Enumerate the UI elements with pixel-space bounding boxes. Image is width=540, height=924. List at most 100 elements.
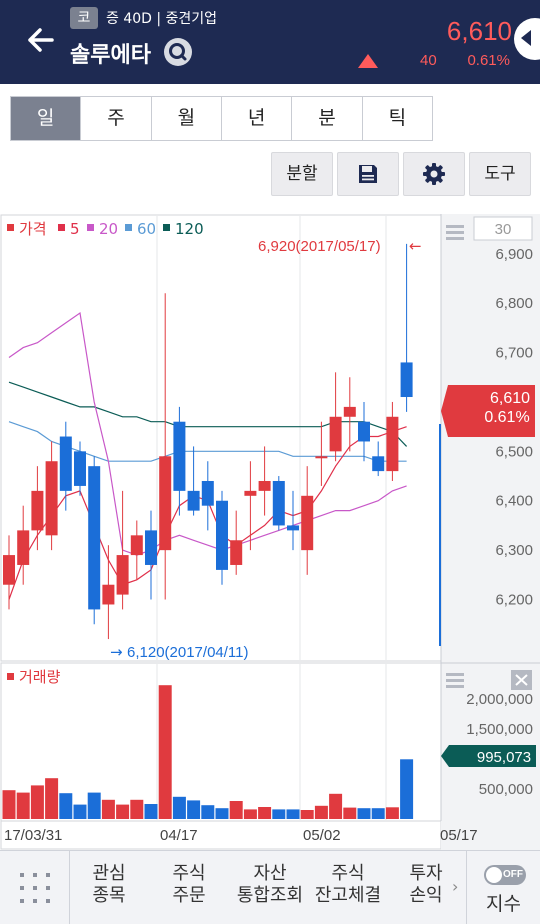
- volume-bar: [2, 790, 16, 819]
- candle-body: [386, 416, 399, 472]
- tab-minute[interactable]: 분: [292, 97, 363, 140]
- grid-lines: [156, 216, 387, 820]
- legend-ma60: 60: [137, 220, 156, 238]
- volume-bar: [385, 807, 399, 819]
- volume-tag-value: 995,073: [477, 749, 531, 766]
- candle-body: [343, 406, 356, 417]
- volume-bar: [371, 808, 385, 819]
- index-toggle[interactable]: OFF: [484, 865, 526, 885]
- volume-bar: [229, 801, 243, 819]
- volume-bar: [187, 800, 201, 819]
- save-icon: [359, 165, 377, 183]
- candle-body: [301, 495, 314, 551]
- nav-item-line2: 통합조회: [236, 885, 304, 906]
- nav-item-line1: 주식: [331, 863, 365, 884]
- price-tick-label: 6,900: [495, 246, 533, 263]
- price-tag-value: 6,610: [490, 390, 530, 407]
- tab-month[interactable]: 월: [151, 97, 222, 140]
- menu-grid-icon[interactable]: [0, 851, 69, 924]
- volume-bar: [215, 808, 229, 819]
- candle-body: [187, 490, 200, 511]
- period-count-box[interactable]: [473, 216, 533, 241]
- toggle-state: OFF: [503, 869, 523, 880]
- ma60-line: [8, 421, 407, 462]
- current-price: 6,610: [446, 16, 512, 46]
- legend-price: 가격: [19, 220, 47, 238]
- candle-body: [59, 436, 72, 491]
- date-tick-label: 05/02: [303, 827, 341, 844]
- nav-item-3[interactable]: 주식 잔고체결: [310, 863, 386, 907]
- tab-year[interactable]: 년: [221, 97, 293, 140]
- price-legend: 가격 5 20 60 120: [7, 220, 204, 238]
- candle-body: [372, 456, 385, 472]
- settings-button[interactable]: [403, 152, 465, 196]
- price-tick-label: 6,500: [495, 443, 533, 460]
- volume-bar: [130, 799, 144, 819]
- tab-week[interactable]: 주: [81, 97, 152, 140]
- candle-body: [130, 535, 143, 556]
- volume-tick-label: 2,000,000: [466, 691, 533, 708]
- nav-item-line2: 손익: [409, 885, 443, 906]
- date-tick-label: 05/17: [440, 827, 478, 844]
- price-tick-label: 6,300: [495, 542, 533, 559]
- stock-name[interactable]: 솔루에타: [70, 43, 151, 68]
- back-arrow-icon[interactable]: [22, 22, 58, 58]
- nav-item-line2: 잔고체결: [314, 885, 382, 906]
- high-annotation: 6,920(2017/05/17): [258, 238, 381, 255]
- high-arrow-icon: ←: [409, 237, 422, 255]
- index-label[interactable]: 지수: [486, 893, 521, 915]
- candle-body: [400, 362, 413, 398]
- volume-bar: [272, 809, 286, 819]
- volume-bar: [201, 805, 215, 819]
- nav-item-0[interactable]: 관심 종목: [69, 863, 149, 907]
- nav-more-chevron-icon[interactable]: ›: [452, 877, 459, 896]
- stock-chart[interactable]: 6,9006,8006,7006,6006,5006,4006,3006,200…: [0, 214, 540, 850]
- volume-bar: [116, 804, 130, 819]
- volume-bar: [30, 785, 44, 819]
- market-badge: 코: [70, 7, 98, 29]
- stock-meta: 증 40D | 중견기업: [106, 11, 218, 27]
- close-volume-icon[interactable]: [511, 670, 532, 690]
- candle-body: [45, 461, 58, 536]
- tools-button[interactable]: 도구: [469, 152, 531, 196]
- up-triangle-icon: [358, 54, 378, 68]
- candle-body: [216, 500, 228, 570]
- current-price-tag: 6,610 0.61%: [439, 385, 535, 646]
- volume-bar: [400, 759, 414, 819]
- nav-item-1[interactable]: 주식 주문: [148, 863, 230, 907]
- candle-body: [287, 525, 299, 531]
- legend-ma20: 20: [99, 220, 118, 238]
- tab-tick[interactable]: 틱: [362, 97, 432, 140]
- side-panel-handle[interactable]: [514, 18, 540, 60]
- stock-header: 코 증 40D | 중견기업 솔루에타 6,610 40 0.61%: [0, 0, 540, 84]
- search-icon[interactable]: [163, 37, 193, 67]
- candle-body: [358, 421, 370, 442]
- bottom-nav: 관심 종목 주식 주문 자산 통합조회 주식 잔고체결 투자 손익 › OFF 지수: [0, 850, 540, 924]
- split-button[interactable]: 분할: [271, 152, 333, 196]
- volume-menu-icon[interactable]: [446, 673, 464, 688]
- date-tick-label: 04/17: [160, 827, 198, 844]
- volume-bar: [329, 793, 343, 819]
- volume-bar: [16, 792, 30, 819]
- tab-day[interactable]: 일: [11, 97, 82, 140]
- volume-bar: [243, 809, 257, 819]
- volume-tick-label: 1,500,000: [466, 721, 533, 738]
- price-tick-label: 6,400: [495, 493, 533, 510]
- nav-item-4[interactable]: 투자 손익: [386, 863, 466, 907]
- candle-body: [3, 555, 15, 585]
- volume-bar: [300, 810, 314, 819]
- save-button[interactable]: [337, 152, 399, 196]
- nav-item-2[interactable]: 자산 통합조회: [230, 863, 310, 907]
- ma20-line: [8, 311, 407, 556]
- date-tick-label: 17/03/31: [4, 827, 62, 844]
- volume-bar: [73, 804, 87, 819]
- volume-bar: [286, 809, 300, 819]
- chart-menu-icon[interactable]: [446, 225, 464, 240]
- current-volume-tag: 995,073: [441, 745, 536, 767]
- candle-body: [244, 490, 257, 496]
- candle-body: [88, 466, 101, 610]
- period-count[interactable]: 30: [495, 221, 512, 238]
- candle-body: [315, 456, 328, 459]
- volume-bar: [101, 799, 115, 819]
